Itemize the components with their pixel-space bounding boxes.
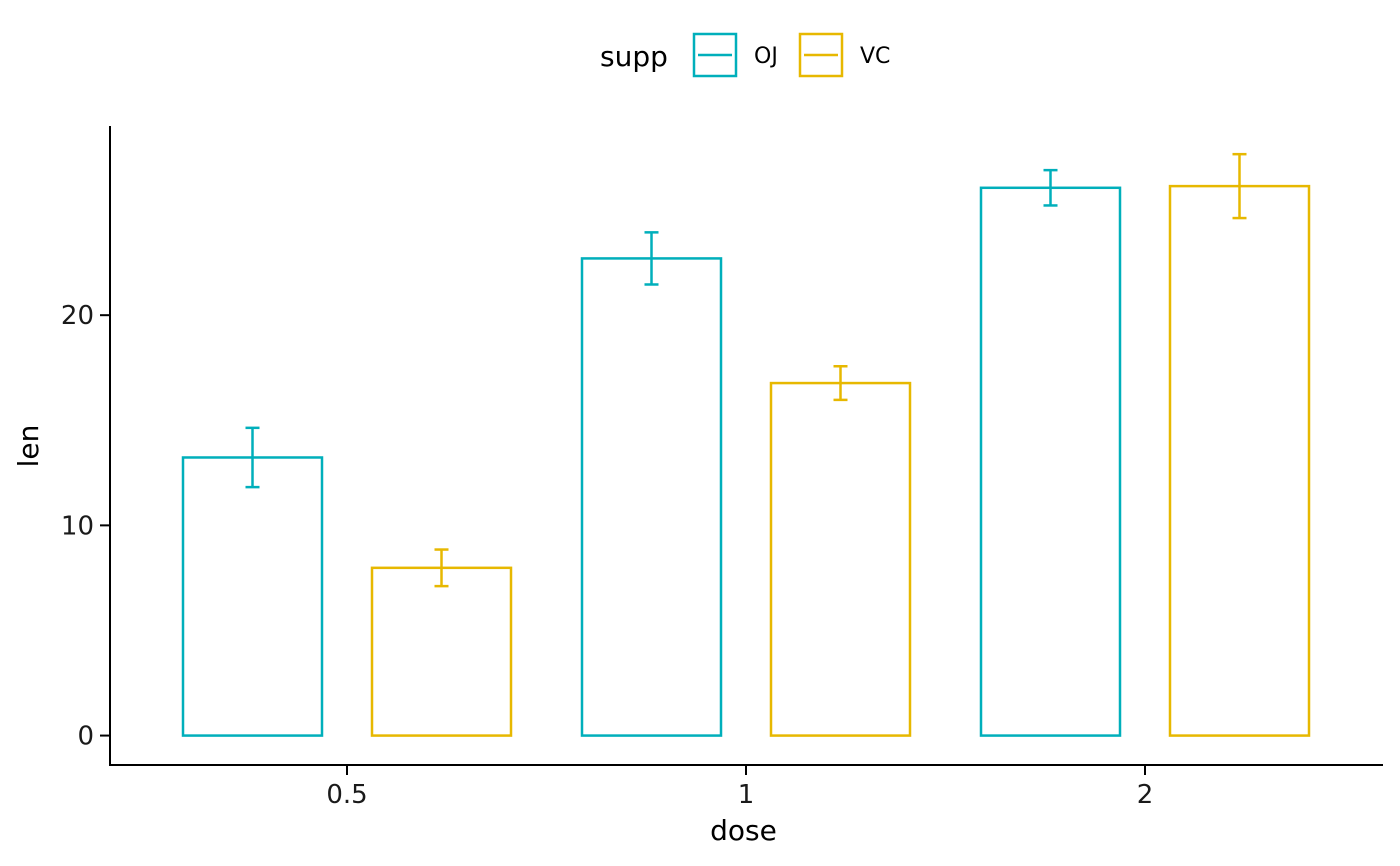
- x-axis-title: dose: [710, 814, 777, 847]
- legend-title: supp: [600, 40, 668, 73]
- error-bar-vc-2: [1232, 152, 1247, 220]
- bar-oj-0.5: [181, 456, 324, 737]
- x-tick-label-2: 2: [1137, 780, 1154, 810]
- axes: 0 10 20 0.5 1 2: [61, 126, 1383, 810]
- bar-oj-1: [580, 257, 723, 737]
- y-axis-ticks: 0 10 20: [61, 301, 110, 752]
- y-tick-label-10: 10: [61, 511, 94, 541]
- error-bar-vc-0.5: [434, 548, 449, 588]
- bar-vc-2: [1168, 184, 1311, 737]
- bar-oj-2: [979, 186, 1122, 737]
- error-bars: [245, 152, 1247, 588]
- x-axis-ticks: 0.5 1 2: [326, 765, 1153, 810]
- legend-key-oj: [692, 32, 738, 78]
- x-tick-label-1: 1: [738, 780, 755, 810]
- x-tick-label-0.5: 0.5: [326, 780, 367, 810]
- legend: supp OJ VC: [600, 32, 890, 78]
- legend-label-vc: VC: [860, 44, 890, 69]
- legend-item-oj: OJ: [692, 32, 778, 78]
- bars: [181, 184, 1311, 737]
- error-bar-oj-0.5: [245, 426, 260, 489]
- error-bar-oj-2: [1043, 168, 1058, 207]
- legend-item-vc: VC: [798, 32, 890, 78]
- y-tick-label-0: 0: [77, 722, 94, 752]
- y-axis-title: len: [12, 425, 45, 468]
- legend-key-vc: [798, 32, 844, 78]
- bar-vc-1: [769, 381, 912, 737]
- legend-label-oj: OJ: [754, 44, 778, 69]
- y-tick-label-20: 20: [61, 301, 94, 331]
- bar-vc-0.5: [370, 566, 513, 737]
- error-bar-vc-1: [833, 365, 848, 402]
- error-bar-oj-1: [644, 231, 659, 286]
